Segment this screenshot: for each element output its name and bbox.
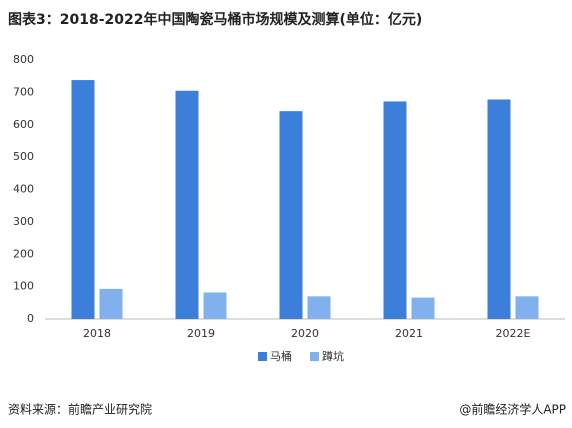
legend-label: 马桶 — [270, 349, 292, 363]
legend-swatch — [258, 352, 267, 361]
x-tick-label: 2019 — [187, 327, 215, 340]
y-tick-label: 600 — [13, 118, 34, 131]
bar — [71, 80, 95, 319]
source: 资料来源：前瞻产业研究院 — [8, 402, 152, 417]
bar — [515, 296, 539, 319]
bar — [203, 292, 227, 319]
bar — [99, 288, 123, 319]
credit: @前瞻经济学人APP — [459, 402, 566, 417]
bar — [411, 297, 435, 319]
bar — [307, 296, 331, 319]
x-tick-label: 2018 — [83, 327, 111, 340]
y-tick-label: 400 — [13, 183, 34, 196]
y-tick-label: 100 — [13, 280, 34, 293]
legend-swatch — [310, 352, 319, 361]
chart-title: 图表3：2018-2022年中国陶瓷马桶市场规模及测算(单位：亿元) — [8, 11, 422, 28]
bar — [383, 101, 407, 319]
bar — [175, 90, 199, 319]
x-tick-label: 2021 — [395, 327, 423, 340]
x-tick-label: 2020 — [291, 327, 319, 340]
y-tick-label: 800 — [13, 53, 34, 66]
bar — [487, 99, 511, 319]
y-tick-label: 300 — [13, 215, 34, 228]
y-tick-label: 500 — [13, 150, 34, 163]
bar — [279, 111, 303, 319]
x-tick-label: 2022E — [496, 327, 531, 340]
y-tick-label: 200 — [13, 247, 34, 260]
y-tick-label: 0 — [27, 312, 34, 325]
legend-label: 蹲坑 — [322, 349, 344, 363]
y-tick-label: 700 — [13, 85, 34, 98]
